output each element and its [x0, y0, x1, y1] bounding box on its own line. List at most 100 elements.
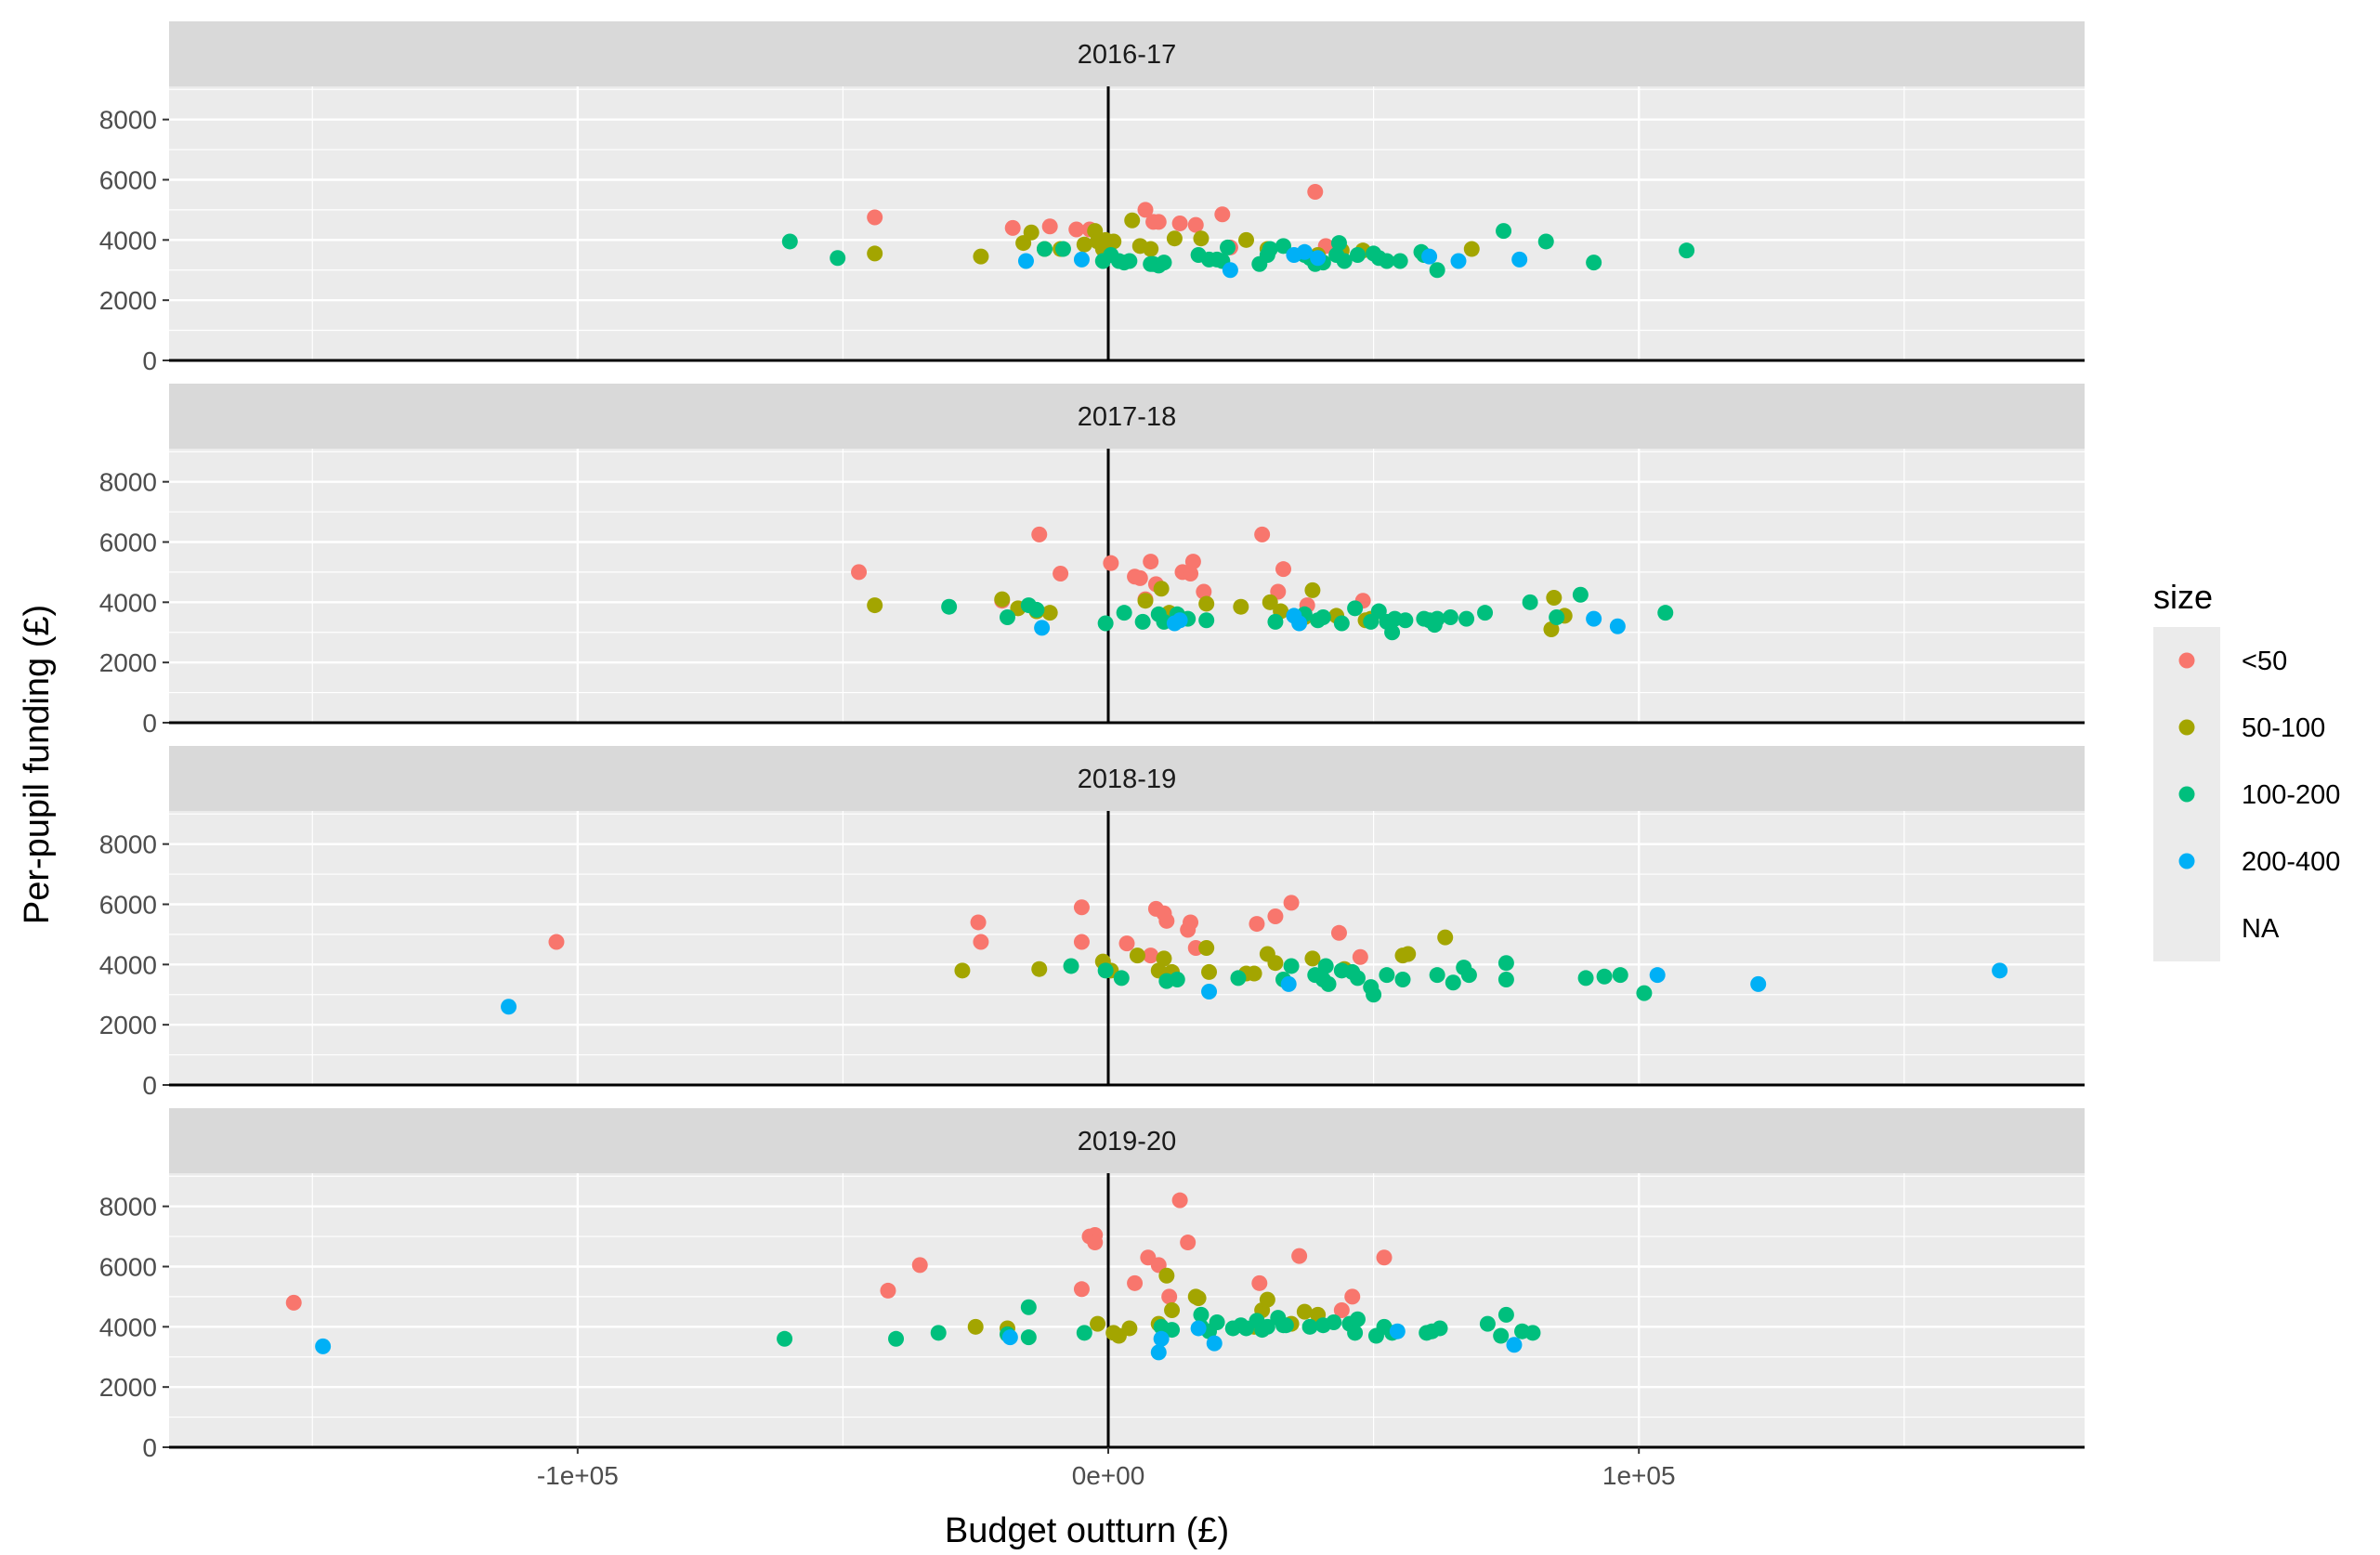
data-point	[1296, 243, 1313, 260]
data-point	[1034, 620, 1051, 636]
data-point	[1333, 1302, 1350, 1318]
data-point	[1150, 214, 1167, 230]
y-tick-label: 4000	[99, 950, 157, 979]
facet-strip-label: 2017-18	[1078, 402, 1176, 432]
data-point	[1445, 974, 1461, 991]
data-point	[1171, 612, 1188, 629]
data-point	[1586, 255, 1602, 271]
data-point	[1317, 958, 1334, 974]
data-point	[1283, 958, 1300, 974]
data-point	[967, 1318, 984, 1335]
data-point	[1992, 962, 2008, 979]
data-point	[1183, 914, 1199, 931]
data-point	[1267, 613, 1284, 630]
data-point	[1458, 610, 1475, 627]
data-point	[1180, 1235, 1197, 1251]
data-point	[1522, 594, 1538, 610]
data-point	[1020, 1299, 1037, 1315]
data-point	[1432, 1320, 1448, 1337]
data-point	[1105, 233, 1122, 250]
data-point	[1301, 1318, 1318, 1335]
data-point	[1068, 221, 1085, 238]
data-point	[1280, 975, 1297, 992]
legend-item: <50	[2153, 627, 2287, 694]
data-point	[1397, 612, 1414, 629]
data-point	[1349, 970, 1366, 987]
data-point	[1479, 1315, 1496, 1332]
legend-item: 200-400	[2153, 828, 2340, 895]
data-point	[1379, 967, 1395, 984]
data-point	[1344, 1288, 1361, 1305]
data-point	[930, 1325, 947, 1341]
data-point	[1549, 609, 1565, 626]
series-200-400	[1017, 243, 1528, 279]
panel-background	[169, 1173, 2085, 1447]
data-point	[1330, 924, 1347, 941]
data-point	[1220, 239, 1236, 255]
facet-strip	[169, 746, 2085, 811]
data-point	[1169, 972, 1185, 988]
data-point	[1437, 929, 1454, 946]
legend-swatch	[2178, 786, 2195, 803]
data-point	[1429, 967, 1445, 984]
data-point	[1251, 1274, 1268, 1291]
data-point	[1201, 963, 1218, 980]
data-point	[1463, 241, 1480, 257]
data-point	[1429, 262, 1445, 279]
data-point	[1113, 970, 1130, 987]
data-point	[1349, 1311, 1366, 1327]
y-tick-label: 8000	[99, 1193, 157, 1222]
data-point	[1184, 554, 1201, 570]
data-point	[1657, 605, 1674, 621]
data-point	[1649, 967, 1666, 984]
legend-label: 50-100	[2242, 713, 2325, 743]
data-point	[1121, 1320, 1138, 1337]
data-point	[911, 1257, 928, 1274]
y-tick-label: 6000	[99, 1252, 157, 1281]
data-point	[1497, 1306, 1514, 1323]
data-point	[1171, 216, 1188, 231]
y-tick-label: 0	[142, 709, 157, 738]
data-point	[1209, 1313, 1225, 1330]
y-tick-label: 0	[142, 1071, 157, 1100]
data-point	[1384, 624, 1401, 641]
data-point	[1307, 183, 1324, 200]
data-point	[1596, 968, 1613, 985]
data-point	[1131, 569, 1148, 586]
legend-swatch	[2178, 652, 2195, 669]
data-point	[1164, 1302, 1181, 1318]
data-point	[1143, 947, 1159, 964]
data-point	[1193, 230, 1210, 247]
data-point	[1537, 233, 1554, 250]
series-<50	[867, 183, 1334, 255]
legend-label: 100-200	[2242, 780, 2340, 810]
y-tick-label: 2000	[99, 1373, 157, 1402]
facet-panel: 2016-17 0 2000 4000 6000 8000	[99, 21, 2085, 375]
data-point	[1330, 235, 1347, 252]
data-point	[1198, 940, 1215, 956]
data-point	[1546, 589, 1563, 606]
data-point	[1041, 218, 1058, 235]
data-point	[1134, 613, 1151, 630]
series-200-400	[1034, 608, 1626, 636]
data-point	[1496, 223, 1512, 240]
data-point	[1524, 1325, 1541, 1341]
facet-strip	[169, 1108, 2085, 1173]
data-point	[1460, 967, 1477, 984]
data-point	[1230, 970, 1247, 987]
data-point	[1031, 526, 1048, 542]
data-point	[1153, 1330, 1170, 1347]
data-point	[867, 209, 883, 226]
data-point	[1275, 561, 1292, 578]
data-point	[1314, 609, 1331, 626]
data-point	[1183, 566, 1199, 582]
data-point	[1087, 1235, 1104, 1251]
data-point	[1376, 1249, 1393, 1266]
data-point	[1054, 241, 1071, 257]
data-point	[1586, 610, 1602, 627]
data-point	[1073, 1281, 1090, 1298]
data-point	[1076, 1325, 1092, 1341]
data-point	[1073, 934, 1090, 950]
data-point	[1001, 1329, 1018, 1346]
